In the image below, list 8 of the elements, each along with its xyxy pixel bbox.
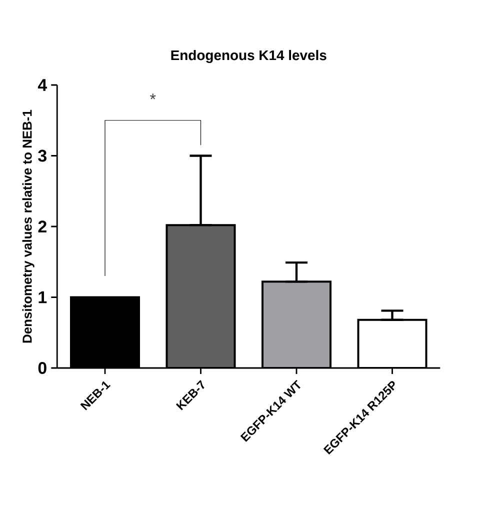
chart-title: Endogenous K14 levels — [171, 50, 326, 63]
y-tick-label: 4 — [38, 79, 48, 91]
annotation: * — [150, 94, 156, 100]
y-tick-label: 0 — [38, 362, 46, 374]
y-axis-title: Densitometry values relative to NEB-1 — [22, 110, 34, 343]
y-tick-label: 2 — [38, 220, 46, 232]
y-tick-label: 1 — [38, 291, 47, 304]
y-tick-label: 3 — [38, 150, 46, 162]
